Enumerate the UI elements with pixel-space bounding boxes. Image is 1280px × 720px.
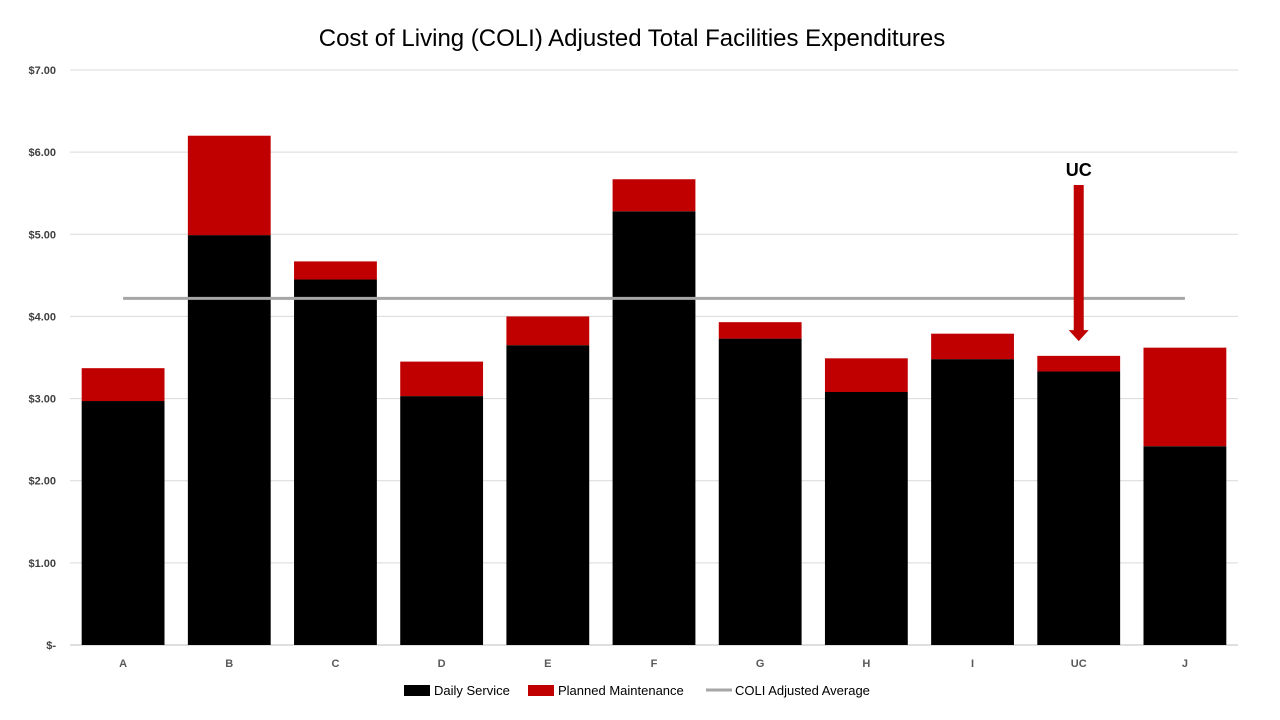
x-tick-label: H [862, 658, 870, 670]
y-tick-label: $- [46, 640, 56, 652]
legend-swatch-daily-service [404, 685, 430, 696]
x-tick-label: A [119, 658, 127, 670]
legend-swatch-planned-maintenance [528, 685, 554, 696]
bar-c-daily-service [294, 279, 377, 645]
bar-f-planned-maintenance [612, 179, 696, 212]
bar-a-planned-maintenance [81, 368, 165, 402]
bar-f-daily-service [612, 211, 696, 646]
x-axis-ticks: A B C D E F G H I UC J [119, 658, 1188, 670]
x-tick-label: I [971, 658, 974, 670]
bar-i-daily-service [931, 359, 1014, 645]
chart-title: Cost of Living (COLI) Adjusted Total Fac… [319, 25, 946, 52]
x-tick-label: UC [1071, 658, 1087, 670]
bar-d-planned-maintenance [400, 361, 484, 397]
legend: Daily Service Planned Maintenance COLI A… [404, 683, 870, 698]
bar-e-daily-service [506, 345, 590, 645]
legend-label-coli-average: COLI Adjusted Average [735, 683, 870, 698]
legend-label-daily-service: Daily Service [434, 683, 510, 698]
bar-h-daily-service [824, 392, 908, 645]
annotation-arrow-shaft [1073, 185, 1084, 332]
annotation-label: UC [1066, 160, 1092, 180]
bar-i-planned-maintenance [931, 333, 1014, 360]
y-tick-label: $5.00 [28, 229, 56, 241]
bar-j-daily-service [1143, 446, 1227, 645]
bar-b-daily-service [187, 235, 271, 645]
bar-uc-planned-maintenance [1037, 355, 1121, 372]
y-tick-label: $6.00 [28, 147, 56, 159]
bar-d-daily-service [400, 396, 484, 645]
bar-b-planned-maintenance [187, 135, 271, 236]
x-tick-label: J [1182, 658, 1188, 670]
x-tick-label: D [438, 658, 446, 670]
legend-label-planned-maintenance: Planned Maintenance [558, 683, 684, 698]
bar-h-planned-maintenance [824, 358, 908, 392]
y-tick-label: $2.00 [28, 476, 56, 488]
y-tick-label: $4.00 [28, 311, 56, 323]
y-tick-label: $3.00 [28, 394, 56, 406]
x-tick-label: G [756, 658, 765, 670]
x-tick-label: C [331, 658, 339, 670]
bar-g-planned-maintenance [718, 322, 802, 339]
bar-c-planned-maintenance [294, 261, 377, 280]
bar-e-planned-maintenance [506, 316, 590, 346]
bar-g-daily-service [718, 338, 802, 645]
y-tick-label: $7.00 [28, 65, 56, 77]
annotation: UC [1066, 160, 1092, 342]
y-tick-label: $1.00 [28, 558, 56, 570]
bar-uc-daily-service [1037, 371, 1121, 645]
x-tick-label: B [225, 658, 233, 670]
bars [81, 135, 1227, 646]
x-tick-label: F [651, 658, 658, 670]
bar-j-planned-maintenance [1143, 347, 1227, 447]
annotation-arrow-head [1068, 330, 1089, 342]
y-axis-ticks: $- $1.00 $2.00 $3.00 $4.00 $5.00 $6.00 $7.00 [28, 65, 56, 652]
bar-a-daily-service [81, 401, 165, 645]
x-tick-label: E [544, 658, 551, 670]
